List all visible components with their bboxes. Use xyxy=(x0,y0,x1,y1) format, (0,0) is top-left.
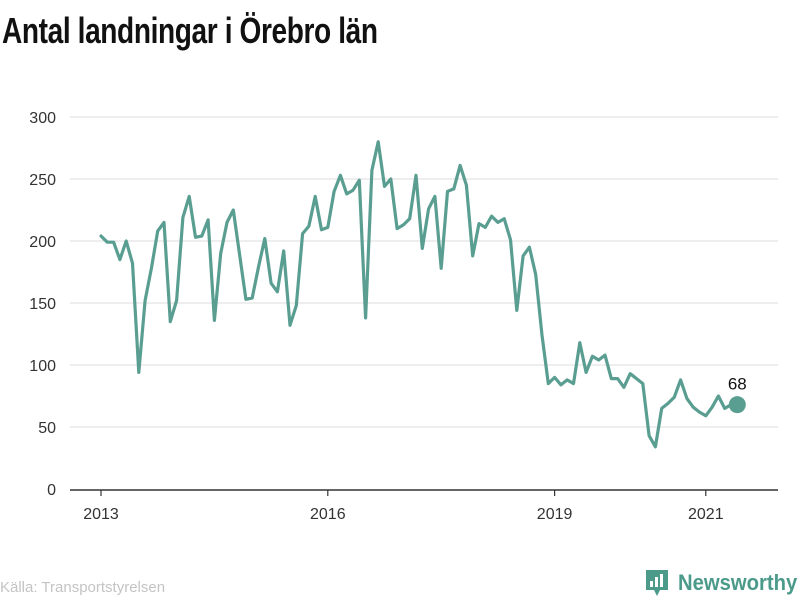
y-tick-label: 0 xyxy=(47,482,56,499)
chart-title: Antal landningar i Örebro län xyxy=(2,10,378,51)
x-tick-label: 2013 xyxy=(83,506,119,523)
y-tick-label: 300 xyxy=(29,110,56,127)
y-tick-label: 250 xyxy=(29,172,56,189)
y-tick-label: 150 xyxy=(29,296,56,313)
source-note: Källa: Transportstyrelsen xyxy=(0,579,166,596)
series-line xyxy=(99,140,739,449)
x-axis: 2013 2016 2019 2021 xyxy=(70,489,778,523)
end-point-marker xyxy=(728,396,746,414)
series-layer: 68 xyxy=(99,140,747,449)
x-tick-label: 2021 xyxy=(688,506,724,523)
x-tick-label: 2019 xyxy=(537,506,573,523)
newsworthy-logo-icon xyxy=(646,570,668,596)
brand-logo[interactable]: Newsworthy xyxy=(644,568,800,598)
grid-lines xyxy=(70,116,778,428)
y-tick-label: 50 xyxy=(38,420,56,437)
y-tick-label: 100 xyxy=(29,358,56,375)
brand-name: Newsworthy xyxy=(678,570,798,595)
y-axis-labels: 0 50 100 150 200 250 300 xyxy=(29,110,56,499)
end-value-label: 68 xyxy=(728,375,747,394)
y-tick-label: 200 xyxy=(29,234,56,251)
x-tick-label: 2016 xyxy=(310,506,346,523)
